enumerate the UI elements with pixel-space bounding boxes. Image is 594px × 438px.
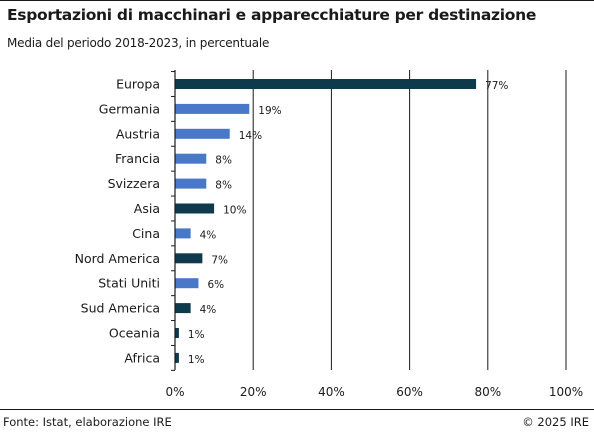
data-label: 19%: [258, 105, 281, 117]
category-label: Europa: [116, 77, 160, 92]
category-label: Oceania: [109, 326, 160, 341]
category-label: Svizzera: [108, 176, 160, 191]
category-label: Africa: [124, 350, 160, 365]
x-tick-label: 20%: [240, 385, 267, 399]
data-label: 6%: [207, 279, 224, 291]
category-label: Asia: [134, 201, 160, 216]
data-label: 1%: [188, 329, 205, 341]
data-label: 8%: [215, 180, 232, 192]
x-tick-label: 100%: [549, 385, 583, 399]
bar: [175, 253, 203, 264]
bar: [175, 178, 207, 189]
bar: [175, 228, 191, 239]
category-label: Nord America: [75, 251, 160, 266]
bar: [175, 203, 215, 214]
category-label: Germania: [99, 101, 160, 116]
data-label: 77%: [485, 80, 508, 92]
data-label: 14%: [239, 130, 262, 142]
bar-chart: Europa 77% Germania 19% Austria 14% Francia 8% S…: [75, 70, 583, 399]
bar: [175, 303, 191, 314]
bar: [175, 278, 199, 289]
data-label: 7%: [211, 254, 228, 266]
bottom-rule: [0, 409, 594, 410]
category-label: Sud America: [81, 301, 160, 316]
data-label: 4%: [200, 304, 217, 316]
source-note: Fonte: Istat, elaborazione IRE: [3, 415, 172, 429]
category-label: Cina: [132, 226, 160, 241]
data-label: 8%: [215, 155, 232, 167]
bar: [175, 328, 179, 338]
chart-subtitle: Media del periodo 2018-2023, in percentu…: [7, 36, 270, 50]
chart-title: Esportazioni di macchinari e apparecchia…: [7, 6, 537, 24]
data-label: 4%: [200, 229, 217, 241]
data-label: 1%: [188, 354, 205, 366]
top-rule: [0, 0, 594, 1]
x-tick-label: 0%: [165, 385, 184, 399]
bar: [175, 153, 207, 164]
bar: [175, 352, 179, 363]
category-label: Stati Uniti: [98, 276, 160, 291]
bar: [175, 103, 250, 114]
x-tick-label: 40%: [318, 385, 345, 399]
bar: [175, 79, 477, 89]
category-label: Austria: [116, 126, 160, 141]
data-label: 10%: [223, 205, 246, 217]
copyright-note: © 2025 IRE: [522, 415, 589, 429]
category-label: Francia: [115, 151, 160, 166]
x-tick-label: 60%: [396, 385, 423, 399]
x-tick-label: 80%: [474, 385, 501, 399]
bar: [175, 128, 230, 139]
